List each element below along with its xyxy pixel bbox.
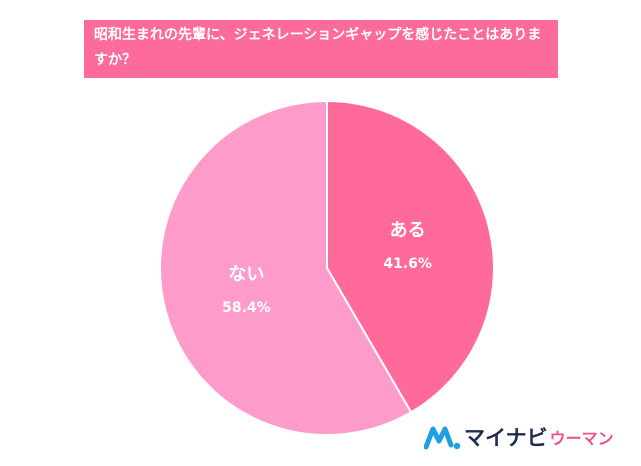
slice-value-label: 58.4% <box>222 300 271 316</box>
pie-slices <box>159 99 495 436</box>
pie-slice-2 <box>159 99 413 436</box>
pie-slice-1 <box>326 99 495 414</box>
mynavi-logo-icon <box>424 426 461 450</box>
chart-title: 昭和生まれの先輩に、ジェネレーションギャップを感じたことはありますか？ <box>84 20 558 78</box>
slice-value-label: 41.6% <box>383 256 432 272</box>
pie-labels: ある 41.6% ない 58.4% <box>222 220 432 316</box>
logo-sub-text: ウーマン <box>549 429 614 448</box>
logo-main-text: マイナビ <box>464 426 548 450</box>
slice-category-label: ある <box>390 220 426 241</box>
brand-logo: マイナビ ウーマン <box>424 420 634 454</box>
chart-title-text: 昭和生まれの先輩に、ジェネレーションギャップを感じたことはありますか？ <box>94 27 542 68</box>
title-background <box>84 20 558 78</box>
slice-category-label: ない <box>228 264 264 285</box>
